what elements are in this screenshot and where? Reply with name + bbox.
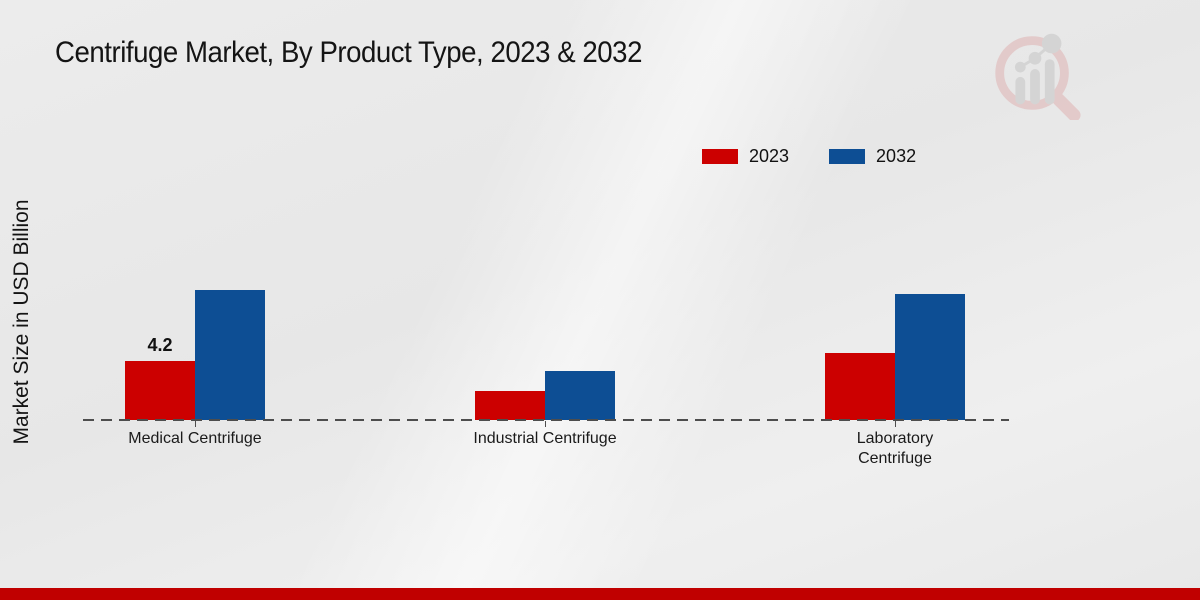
bar-2023-industrial-centrifuge [475, 390, 545, 420]
value-label: 4.2 [147, 335, 173, 356]
legend-swatch-2023 [702, 149, 738, 164]
bar-2023-laboratory-centrifuge [825, 352, 895, 420]
magnifier-bar-chart-logo-icon [995, 33, 1081, 120]
bar-2032-medical-centrifuge [195, 289, 265, 420]
bar-2032-industrial-centrifuge [545, 371, 615, 420]
legend-label-2023: 2023 [749, 146, 790, 166]
axis-tick [195, 421, 196, 427]
bar-2032-laboratory-centrifuge [895, 294, 965, 420]
bar-group-laboratory-centrifuge [825, 294, 965, 420]
legend-item-2032: 2032 [829, 146, 916, 167]
category-label-industrial-centrifuge: Industrial Centrifuge [473, 430, 617, 447]
chart-title: Centrifuge Market, By Product Type, 2023… [55, 36, 642, 69]
bar-2023-medical-centrifuge: 4.2 [125, 335, 195, 420]
legend-label-2032: 2032 [876, 146, 917, 166]
category-label-medical-centrifuge: Medical Centrifuge [128, 430, 262, 447]
axis-baseline [83, 419, 1009, 421]
footer-red-strip [0, 588, 1200, 600]
axis-tick [895, 421, 896, 427]
legend-swatch-2032 [829, 149, 866, 164]
bar-group-industrial-centrifuge [475, 371, 615, 420]
axis-tick [545, 421, 546, 427]
legend: 2023 2032 [702, 146, 916, 167]
bar-group-medical-centrifuge: 4.2 [125, 289, 265, 420]
category-label-laboratory-centrifuge: Laboratory Centrifuge [856, 430, 934, 467]
legend-item-2023: 2023 [702, 146, 789, 167]
